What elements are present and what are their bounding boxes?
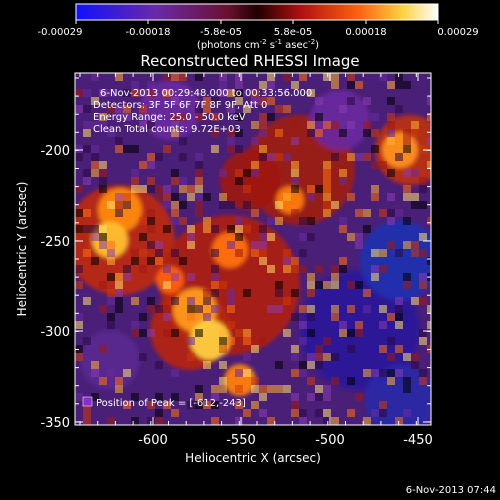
plot-frame (74, 72, 432, 426)
y-tick-label: -300 (40, 325, 70, 340)
colorbar-tick-label: -0.00018 (126, 27, 171, 38)
peak-position-label: Position of Peak = [-612,-243] (96, 398, 246, 409)
colorbar-tick-label: -0.00029 (38, 27, 83, 38)
x-axis-ticks (79, 73, 419, 425)
x-axis-label: Heliocentric X (arcsec) (185, 451, 321, 465)
colorbar-ticks (75, 20, 439, 24)
rhessi-image (75, 73, 431, 425)
info-detectors: Detectors: 3F 5F 6F 7F 8F 9F, Att 0 (93, 100, 267, 111)
colorbar (75, 3, 439, 21)
peak-marker-swatch (82, 396, 93, 407)
y-tick-label: -200 (40, 144, 70, 159)
y-axis-label: Heliocentric Y (arcsec) (15, 182, 29, 317)
colorbar-unit-label: (photons cm-2 s-1 asec-2) (197, 38, 319, 51)
colorbar-tick-label: 0.00029 (437, 27, 478, 38)
x-tick-label: -600 (138, 433, 168, 448)
footer-timestamp: 6-Nov-2013 07:44 (405, 485, 496, 496)
colorbar-tick-label: -5.8e-05 (200, 27, 242, 38)
y-tick-label: -250 (40, 235, 70, 250)
info-text: 6-Nov-2013 00:29:48.000 to 00:33:56.000 … (93, 88, 312, 135)
info-energy-range: Energy Range: 25.0 - 50.0 keV (93, 112, 246, 123)
y-axis-ticks (75, 77, 431, 423)
info-time-range: 6-Nov-2013 00:29:48.000 to 00:33:56.000 (100, 88, 312, 99)
colorbar-area: -0.00029 -0.00018 -5.8e-05 5.8e-05 0.000… (38, 3, 479, 51)
x-tick-label: -550 (226, 433, 256, 448)
colorbar-tick-label: 5.8e-05 (274, 27, 312, 38)
x-tick-label: -500 (315, 433, 345, 448)
y-tick-label: -350 (40, 416, 70, 431)
info-clean-counts: Clean Total counts: 9.72E+03 (93, 124, 241, 135)
x-tick-label: -450 (403, 433, 433, 448)
plot-title: Reconstructed RHESSI Image (140, 52, 360, 70)
colorbar-tick-label: 0.00018 (345, 27, 386, 38)
